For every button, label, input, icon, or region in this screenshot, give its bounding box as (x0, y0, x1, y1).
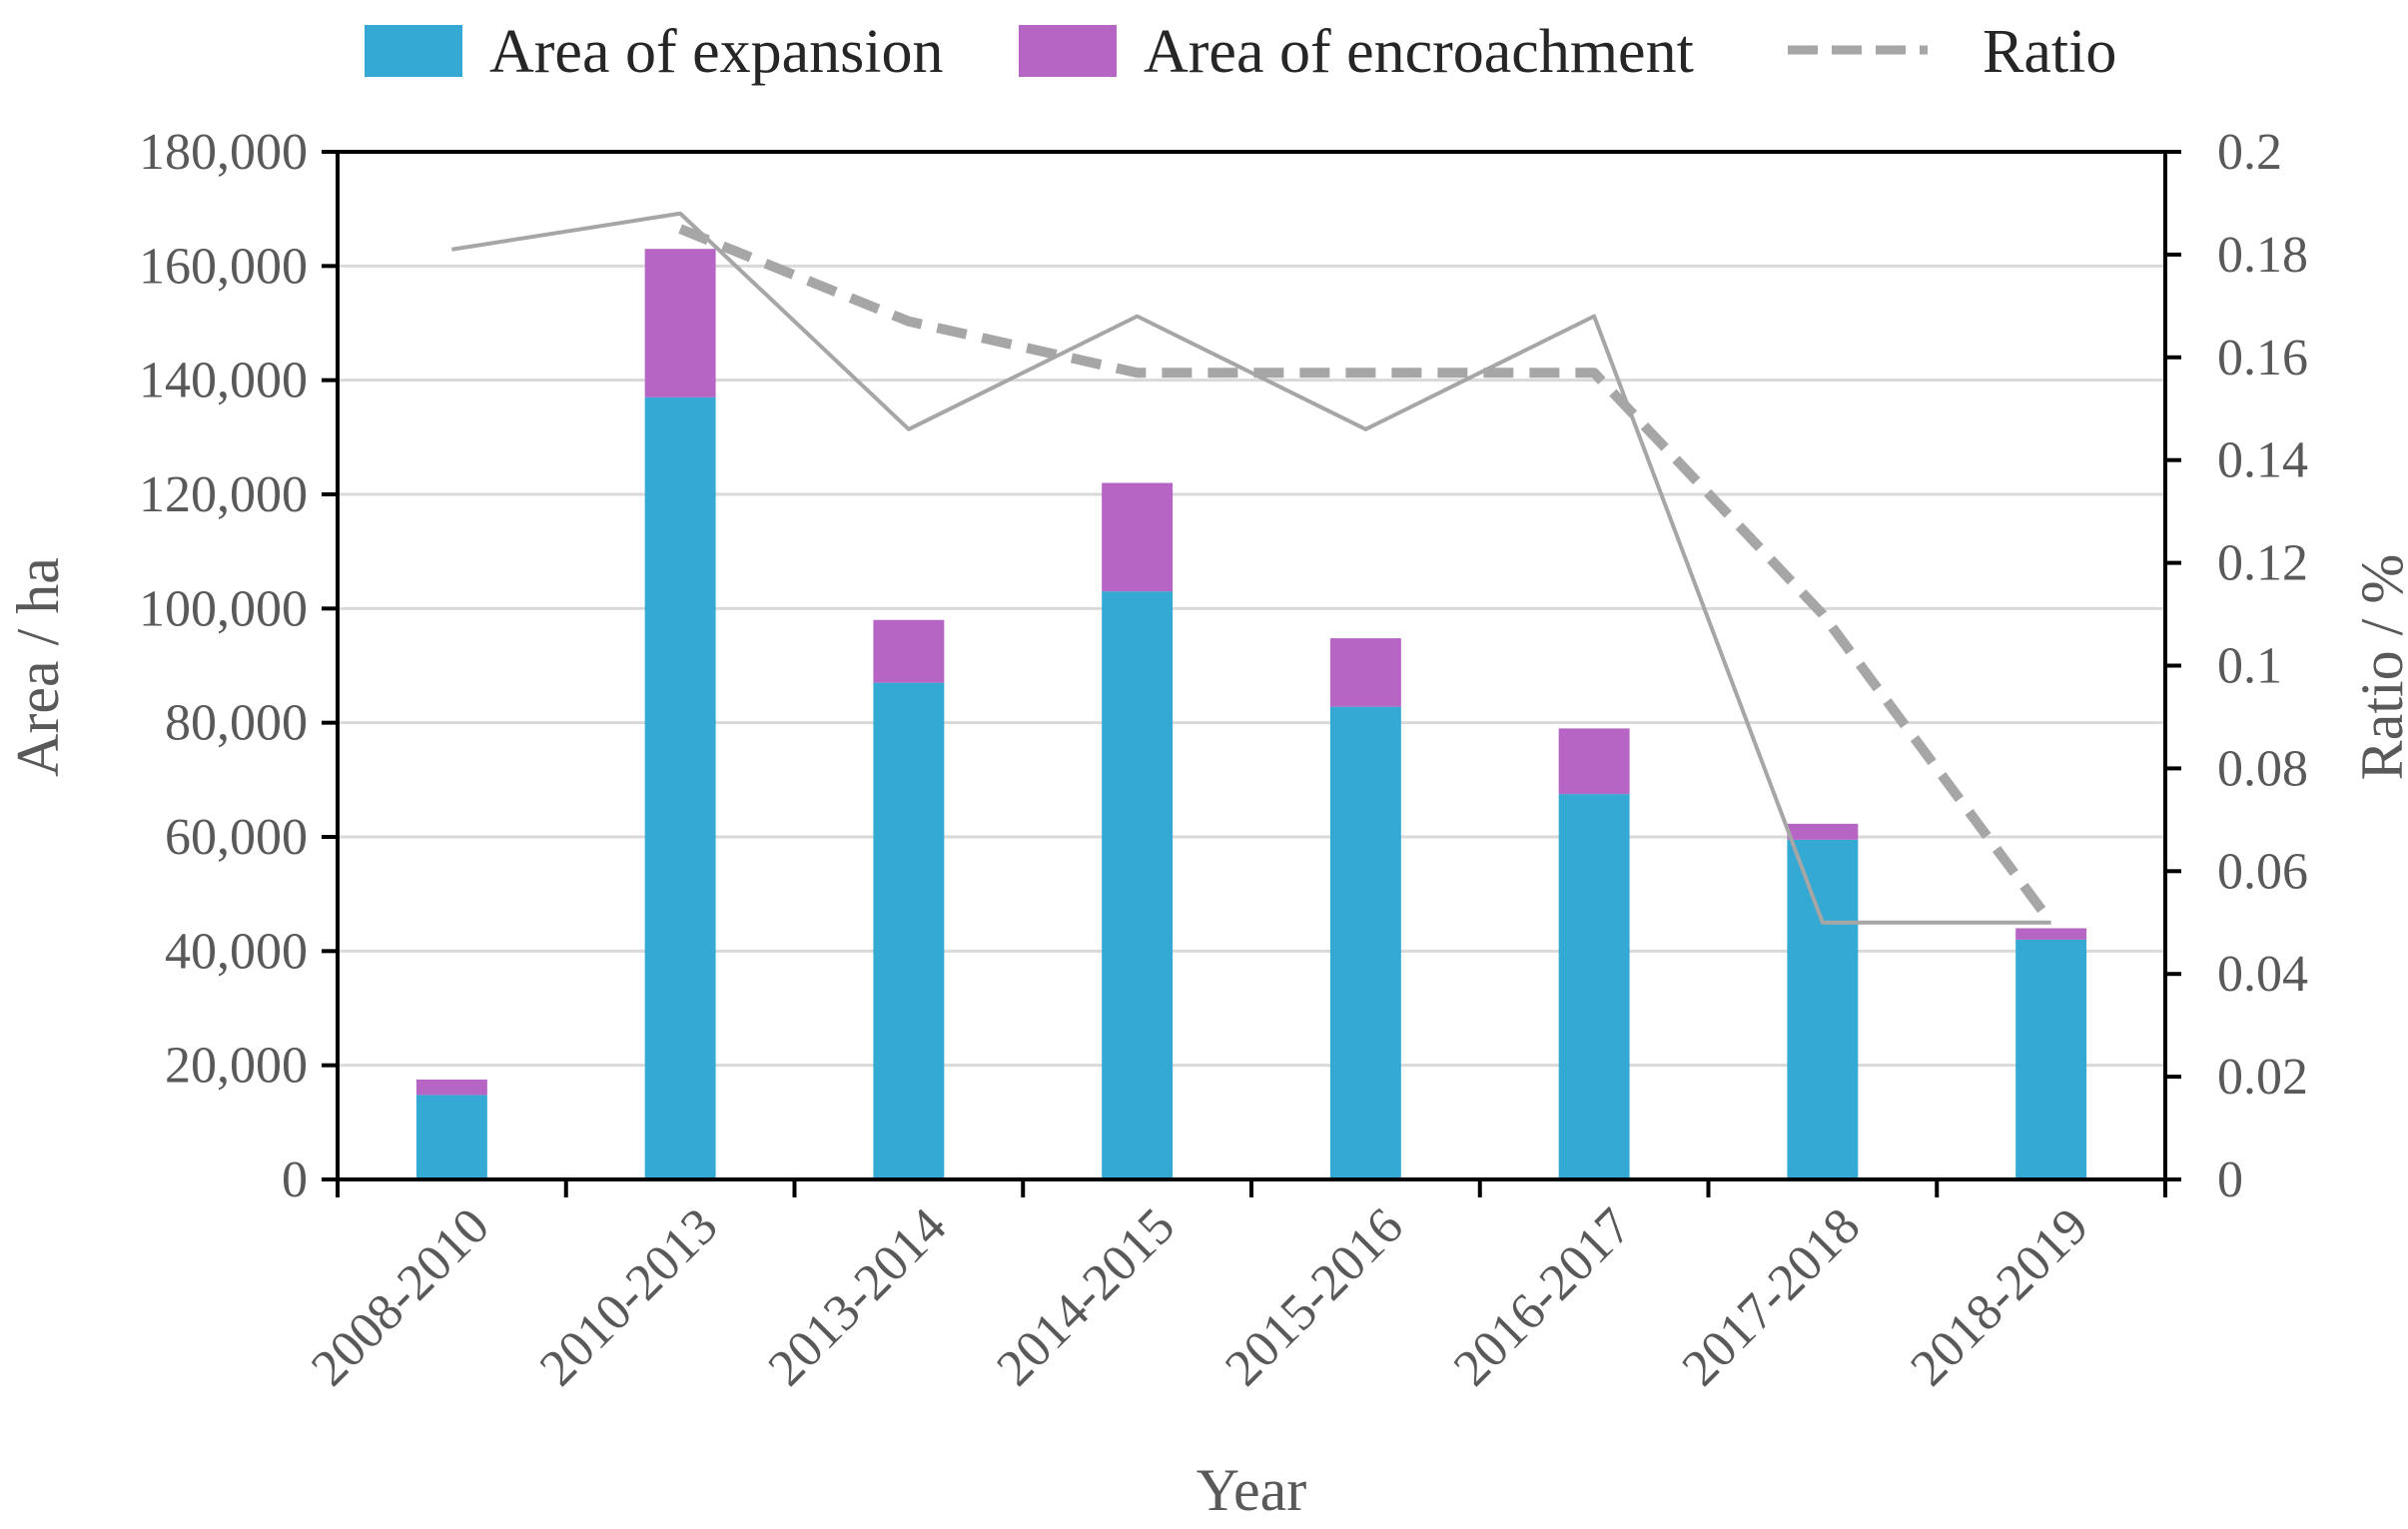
bar-encroachment (873, 619, 945, 683)
bar-expansion (873, 682, 945, 1179)
y2-tick-label: 0.14 (2217, 432, 2308, 489)
y2-tick-label: 0.04 (2217, 946, 2308, 1003)
y2-axis-title: Ratio / % (2349, 554, 2408, 781)
y2-tick-label: 0.12 (2217, 535, 2308, 592)
y2-tick-label: 0.16 (2217, 330, 2308, 386)
legend: Area of expansion Area of encroachment R… (365, 18, 2116, 86)
x-tick-label: 2010-2013 (529, 1197, 729, 1397)
y2-tick-label: 0.06 (2217, 843, 2308, 900)
x-tick-label: 2016-2017 (1443, 1197, 1643, 1397)
bar-encroachment (644, 249, 716, 397)
bar-expansion (1787, 839, 1859, 1179)
y2-tick-label: 0 (2217, 1151, 2243, 1208)
y2-tick-label: 0.02 (2217, 1049, 2308, 1106)
x-tick-label: 2017-2018 (1672, 1197, 1872, 1397)
x-tick-label: 2015-2016 (1214, 1197, 1414, 1397)
tick-labels: 0 20,000 40,000 60,000 80,000 100,000 120,000 1… (139, 124, 2308, 1397)
bar-encroachment (1329, 638, 1401, 707)
y-tick-label: 40,000 (165, 923, 308, 980)
y-tick-label: 140,000 (139, 353, 308, 409)
x-tick-label: 2018-2019 (1900, 1197, 2099, 1397)
bar-expansion (1102, 591, 1174, 1179)
ratio-solid-line (451, 211, 2051, 925)
y2-tick-label: 0.2 (2217, 124, 2282, 181)
bar-expansion (1558, 794, 1630, 1179)
ratio-dashed-line (678, 224, 2055, 926)
y-tick-label: 0 (282, 1151, 308, 1208)
legend-label-ratio: Ratio (1983, 18, 2116, 86)
y-tick-label: 80,000 (165, 695, 308, 752)
legend-swatch-expansion (365, 25, 462, 77)
bar-expansion (415, 1095, 487, 1179)
x-tick-label: 2013-2014 (758, 1197, 958, 1397)
y2-tick-label: 0.1 (2217, 638, 2282, 695)
y-tick-label: 180,000 (139, 124, 308, 181)
legend-swatch-encroachment (1019, 25, 1117, 77)
bar-encroachment (2015, 928, 2087, 940)
x-tick-label: 2014-2015 (986, 1197, 1186, 1397)
bar-encroachment (1102, 482, 1174, 592)
y2-tick-label: 0.18 (2217, 227, 2308, 284)
y-tick-label: 120,000 (139, 466, 308, 523)
y-tick-label: 160,000 (139, 238, 308, 295)
legend-label-expansion: Area of expansion (489, 18, 944, 86)
y-axis-title: Area / ha (5, 557, 71, 777)
x-axis-title: Year (1197, 1457, 1307, 1523)
gridlines (338, 150, 2165, 1068)
axes (322, 150, 2181, 1197)
bar-expansion (1329, 706, 1401, 1179)
bar-expansion (2015, 939, 2087, 1179)
bar-expansion (644, 396, 716, 1180)
legend-label-encroachment: Area of encroachment (1144, 18, 1694, 86)
y-tick-label: 60,000 (165, 809, 308, 866)
plot-frame (336, 150, 2167, 1181)
bar-encroachment (415, 1079, 487, 1096)
y-tick-label: 20,000 (165, 1038, 308, 1095)
y2-tick-label: 0.08 (2217, 740, 2308, 797)
y-tick-label: 100,000 (139, 580, 308, 637)
bar-encroachment (1558, 728, 1630, 795)
x-tick-label: 2008-2010 (301, 1197, 500, 1397)
ratio-lines (451, 211, 2055, 926)
bars (415, 249, 2087, 1180)
bar-encroachment (1787, 823, 1859, 840)
